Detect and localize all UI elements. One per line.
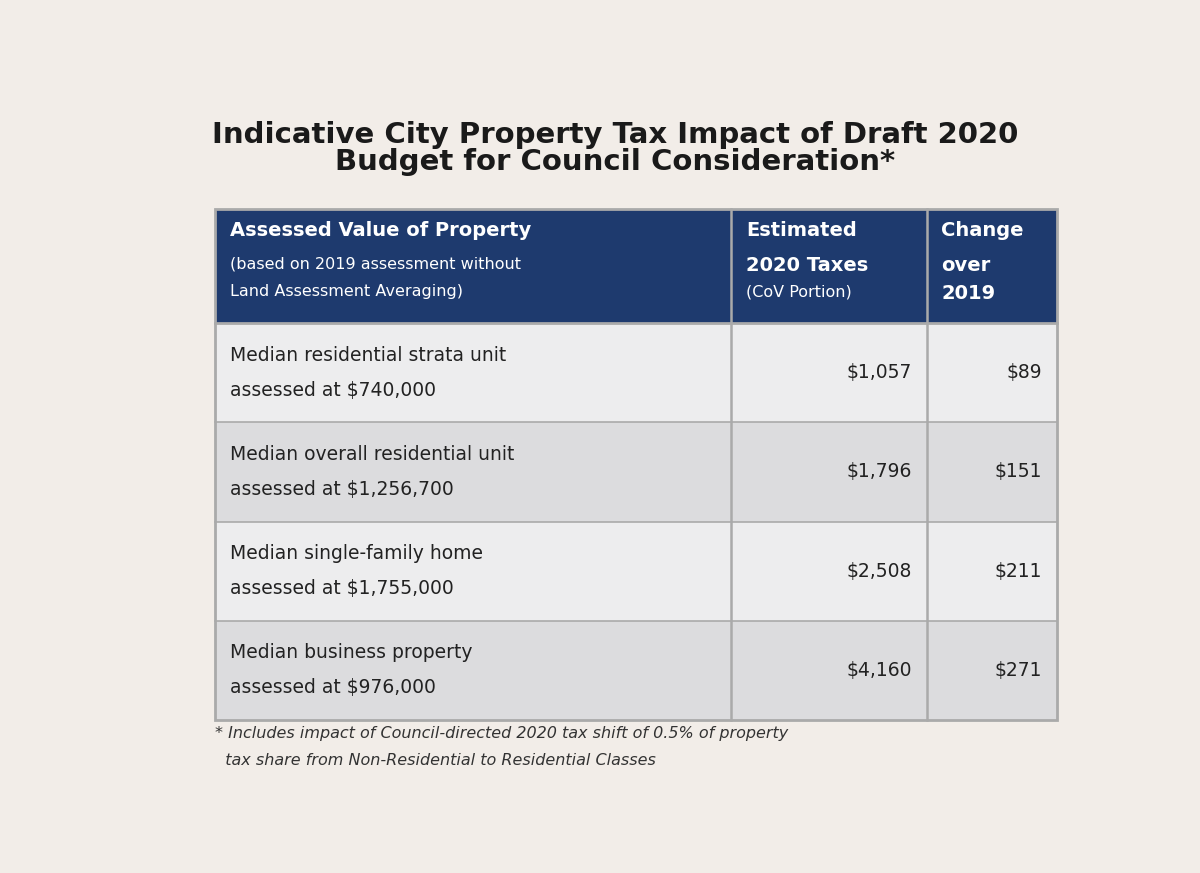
Bar: [215, 423, 1057, 521]
Text: Estimated: Estimated: [746, 221, 857, 240]
Text: $271: $271: [995, 661, 1042, 680]
Text: * Includes impact of Council-directed 2020 tax shift of 0.5% of property: * Includes impact of Council-directed 20…: [215, 725, 788, 741]
Text: assessed at $1,256,700: assessed at $1,256,700: [230, 480, 454, 499]
Text: Indicative City Property Tax Impact of Draft 2020: Indicative City Property Tax Impact of D…: [212, 121, 1018, 149]
Text: 2020 Taxes: 2020 Taxes: [746, 256, 869, 275]
Text: $4,160: $4,160: [846, 661, 912, 680]
Bar: [215, 521, 1057, 621]
Text: Land Assessment Averaging): Land Assessment Averaging): [230, 285, 463, 299]
Bar: [215, 323, 1057, 423]
Bar: [215, 209, 1057, 323]
Text: 2019: 2019: [942, 285, 996, 303]
Text: Median residential strata unit: Median residential strata unit: [230, 346, 506, 365]
Text: Median single-family home: Median single-family home: [230, 544, 482, 563]
Text: (based on 2019 assessment without: (based on 2019 assessment without: [230, 256, 521, 271]
Text: (CoV Portion): (CoV Portion): [746, 285, 852, 299]
Text: assessed at $740,000: assessed at $740,000: [230, 381, 436, 400]
Text: Change: Change: [942, 221, 1024, 240]
Text: Median overall residential unit: Median overall residential unit: [230, 445, 515, 464]
Text: assessed at $1,755,000: assessed at $1,755,000: [230, 579, 454, 598]
Text: $89: $89: [1007, 363, 1042, 382]
Text: $211: $211: [995, 561, 1042, 581]
Text: Median business property: Median business property: [230, 643, 473, 663]
Text: Assessed Value of Property: Assessed Value of Property: [230, 221, 532, 240]
Bar: [215, 621, 1057, 720]
Text: tax share from Non-Residential to Residential Classes: tax share from Non-Residential to Reside…: [215, 753, 656, 767]
Text: assessed at $976,000: assessed at $976,000: [230, 678, 436, 698]
Text: Budget for Council Consideration*: Budget for Council Consideration*: [335, 148, 895, 175]
Text: $1,796: $1,796: [846, 463, 912, 481]
Bar: [215, 209, 1057, 720]
Text: over: over: [942, 256, 991, 275]
Text: $2,508: $2,508: [846, 561, 912, 581]
Text: $1,057: $1,057: [846, 363, 912, 382]
Text: $151: $151: [995, 463, 1042, 481]
